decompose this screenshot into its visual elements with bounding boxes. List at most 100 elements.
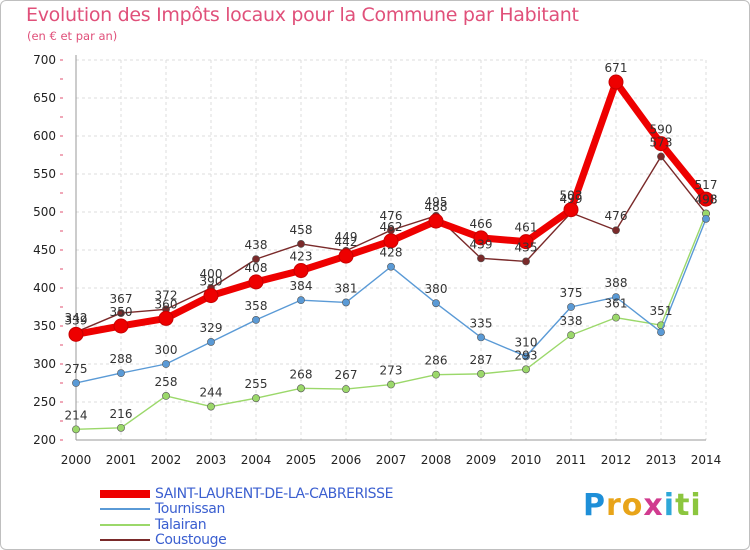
data-point xyxy=(117,423,125,432)
data-point xyxy=(608,74,624,90)
legend-swatch xyxy=(100,489,150,498)
data-label: 342 xyxy=(65,311,88,325)
data-label: 449 xyxy=(335,230,358,244)
data-label: 498 xyxy=(695,193,718,207)
data-point xyxy=(297,296,305,305)
legend: SAINT-LAURENT-DE-LA-CABRERISSE Tournissan… xyxy=(100,486,393,548)
legend-item: Talairan xyxy=(100,517,393,533)
y-tick-label: 400 xyxy=(33,281,56,295)
data-point xyxy=(68,326,84,342)
data-label: 428 xyxy=(380,246,403,260)
data-label: 372 xyxy=(155,288,178,302)
data-point xyxy=(387,380,395,389)
data-label: 503 xyxy=(560,189,583,203)
logo-letter: P xyxy=(583,488,606,523)
data-point xyxy=(203,288,219,304)
data-point xyxy=(612,313,620,322)
proxiti-logo: Proxiti xyxy=(583,488,702,523)
data-point xyxy=(297,240,305,248)
data-point xyxy=(117,309,125,317)
data-label: 439 xyxy=(470,237,493,251)
data-label: 273 xyxy=(380,364,403,378)
data-point xyxy=(252,394,260,403)
data-point xyxy=(657,328,665,336)
x-tick-label: 2011 xyxy=(556,453,587,467)
y-tick-label: 550 xyxy=(33,167,56,181)
data-point xyxy=(207,338,215,346)
x-tick-label: 2002 xyxy=(151,453,182,467)
data-point xyxy=(117,369,125,378)
x-tick-label: 2009 xyxy=(466,453,497,467)
data-label: 476 xyxy=(605,209,628,223)
data-point xyxy=(158,310,174,326)
series-layer xyxy=(68,74,714,434)
data-label: 461 xyxy=(515,221,538,235)
data-label: 287 xyxy=(470,353,493,367)
data-label: 216 xyxy=(110,407,133,421)
data-point xyxy=(72,379,80,387)
data-point xyxy=(473,230,489,246)
data-point xyxy=(522,352,530,361)
data-point xyxy=(297,384,305,393)
data-label: 590 xyxy=(650,123,673,137)
data-label: 438 xyxy=(245,238,268,252)
data-point xyxy=(248,274,264,290)
y-tick-label: 700 xyxy=(33,53,56,67)
data-label: 380 xyxy=(425,282,448,296)
data-point xyxy=(563,202,579,218)
data-label: 351 xyxy=(650,304,673,318)
data-label: 375 xyxy=(560,286,583,300)
data-label: 300 xyxy=(155,343,178,357)
data-label: 671 xyxy=(605,61,628,75)
data-label: 462 xyxy=(380,220,403,234)
x-tick-label: 2007 xyxy=(376,453,407,467)
data-label: 214 xyxy=(65,408,88,422)
legend-swatch xyxy=(100,539,150,542)
legend-item: Coustouge xyxy=(100,532,393,549)
logo-letter: o xyxy=(621,488,644,523)
data-point xyxy=(432,370,440,379)
data-label: 400 xyxy=(200,267,223,281)
data-point xyxy=(338,248,354,264)
legend-label: SAINT-LAURENT-DE-LA-CABRERISSE xyxy=(155,485,394,502)
y-tick-label: 300 xyxy=(33,357,56,371)
data-point xyxy=(252,316,260,324)
logo-letter: r xyxy=(606,488,622,523)
data-point xyxy=(518,234,534,250)
data-point xyxy=(702,214,710,223)
data-label: 384 xyxy=(290,279,313,293)
x-tick-label: 2001 xyxy=(106,453,137,467)
data-label: 423 xyxy=(290,250,313,264)
grid xyxy=(75,59,707,441)
data-label: 258 xyxy=(155,375,178,389)
x-tick-label: 2000 xyxy=(61,453,92,467)
legend-label: Coustouge xyxy=(155,532,227,549)
logo-letter: t xyxy=(675,488,691,523)
data-label: 338 xyxy=(560,314,583,328)
series-tournissan xyxy=(72,214,710,387)
data-label: 267 xyxy=(335,368,358,382)
data-label: 255 xyxy=(245,377,268,391)
x-tick-label: 2010 xyxy=(511,453,542,467)
legend-label: Tournissan xyxy=(155,501,225,518)
data-point xyxy=(293,263,309,279)
data-point xyxy=(698,191,714,207)
x-tick-label: 2003 xyxy=(196,453,227,467)
data-point xyxy=(612,293,620,302)
data-point xyxy=(387,262,395,271)
data-point xyxy=(522,365,530,374)
data-point xyxy=(252,255,260,264)
data-label: 408 xyxy=(245,261,268,275)
data-label: 476 xyxy=(380,209,403,223)
x-tick-label: 2008 xyxy=(421,453,452,467)
data-label: 388 xyxy=(605,276,628,290)
data-label: 573 xyxy=(650,136,673,150)
data-point xyxy=(72,425,80,434)
data-label: 360 xyxy=(155,297,178,311)
x-tick-label: 2012 xyxy=(601,453,632,467)
axes: 200 250 300 350 400 450 500 550 600 650 700 2000 200… xyxy=(33,53,721,467)
chart-title: Evolution des Impôts locaux pour la Comm… xyxy=(26,4,579,26)
data-point xyxy=(567,303,575,311)
x-tick-label: 2004 xyxy=(241,453,272,467)
data-label: 367 xyxy=(110,292,133,306)
